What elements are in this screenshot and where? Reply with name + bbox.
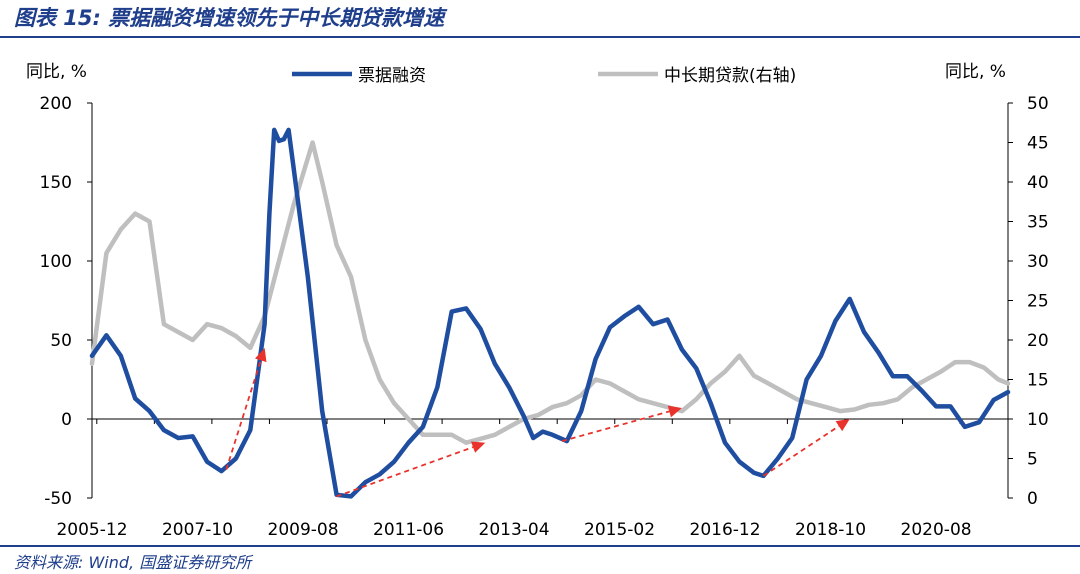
x-tick-label: 2009-08 bbox=[268, 520, 339, 540]
x-tick-label: 2007-10 bbox=[162, 520, 233, 540]
lead-arrow-head bbox=[667, 405, 682, 418]
chart: 200150100500-50504540353025201510502005-… bbox=[26, 62, 1049, 540]
left-tick-label: 50 bbox=[50, 331, 72, 351]
lead-arrow-3 bbox=[561, 405, 682, 442]
right-tick-label: 50 bbox=[1027, 94, 1049, 114]
left-tick-label: 200 bbox=[40, 94, 72, 114]
left-axis-unit: 同比, % bbox=[26, 62, 87, 82]
lead-arrow-shaft bbox=[225, 360, 262, 470]
source-rule bbox=[0, 545, 1080, 547]
right-tick-label: 30 bbox=[1027, 252, 1049, 272]
x-tick-label: 2016-12 bbox=[690, 520, 761, 540]
x-tick-label: 2013-04 bbox=[479, 520, 550, 540]
lead-arrows bbox=[225, 347, 850, 498]
lead-arrow-2 bbox=[336, 441, 486, 498]
right-tick-label: 35 bbox=[1027, 213, 1049, 233]
lead-arrow-1 bbox=[225, 347, 267, 470]
figure-title: 图表 15: 票据融资增速领先于中长期贷款增速 bbox=[14, 6, 445, 30]
series-line-bill bbox=[89, 127, 1011, 499]
left-tick-label: 150 bbox=[40, 173, 72, 193]
right-tick-label: 10 bbox=[1027, 410, 1049, 430]
right-axis-unit: 同比, % bbox=[945, 62, 1006, 82]
lead-arrow-head bbox=[835, 419, 850, 432]
axes: 200150100500-50504540353025201510502005-… bbox=[40, 94, 1049, 540]
lead-arrow-head bbox=[255, 347, 267, 363]
x-tick-label: 2020-08 bbox=[901, 520, 972, 540]
right-tick-label: 20 bbox=[1027, 331, 1049, 351]
lead-arrow-shaft bbox=[762, 425, 840, 477]
source-note: 资料来源: Wind, 国盛证券研究所 bbox=[14, 553, 252, 572]
lead-arrow-shaft bbox=[336, 446, 474, 498]
x-tick-label: 2018-10 bbox=[795, 520, 866, 540]
right-tick-label: 0 bbox=[1027, 489, 1038, 509]
legend: 票据融资 中长期贷款(右轴) bbox=[292, 66, 796, 86]
x-tick-label: 2015-02 bbox=[584, 520, 655, 540]
left-tick-label: 100 bbox=[40, 252, 72, 272]
series-line-loan bbox=[89, 140, 1011, 445]
right-tick-label: 40 bbox=[1027, 173, 1049, 193]
series-layer bbox=[89, 127, 1011, 499]
right-tick-label: 45 bbox=[1027, 134, 1049, 154]
x-tick-label: 2011-06 bbox=[373, 520, 444, 540]
lead-arrow-head bbox=[470, 441, 486, 453]
lead-arrow-shaft bbox=[561, 410, 670, 442]
right-tick-label: 5 bbox=[1027, 450, 1038, 470]
legend-label-bill: 票据融资 bbox=[358, 66, 426, 86]
left-tick-label: 0 bbox=[61, 410, 72, 430]
left-tick-label: -50 bbox=[44, 489, 72, 509]
lead-arrow-4 bbox=[762, 419, 850, 477]
title-rule bbox=[0, 36, 1080, 38]
right-tick-label: 25 bbox=[1027, 292, 1049, 312]
x-tick-label: 2005-12 bbox=[56, 520, 127, 540]
right-tick-label: 15 bbox=[1027, 371, 1049, 391]
legend-label-loan: 中长期贷款(右轴) bbox=[664, 66, 796, 86]
